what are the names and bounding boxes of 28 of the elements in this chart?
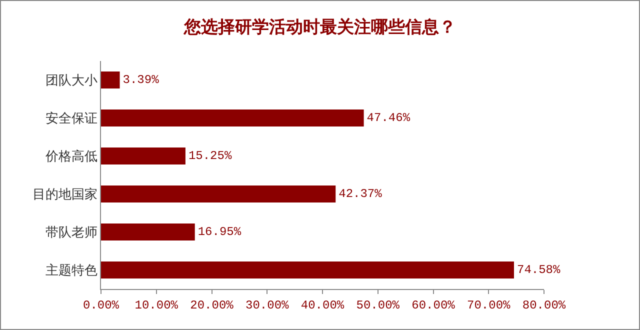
x-tick-label: 80.00%	[522, 298, 566, 312]
data-label: 16.95%	[198, 225, 242, 239]
x-tick-label: 50.00%	[356, 298, 400, 312]
x-tick-label: 40.00%	[300, 298, 345, 312]
x-tick-label: 30.00%	[246, 298, 290, 312]
bar	[101, 223, 195, 241]
y-tick-label: 团队大小	[45, 74, 98, 89]
y-tick-label: 价格高低	[44, 148, 98, 165]
bar	[101, 71, 120, 89]
y-tick-label: 安全保证	[45, 110, 98, 127]
y-tick-label: 带队老师	[45, 226, 98, 241]
y-tick-label: 主题特色	[45, 262, 98, 279]
x-tick-label: 60.00%	[412, 298, 456, 312]
bar	[101, 185, 336, 203]
bar	[101, 261, 514, 279]
x-tick-label: 70.00%	[467, 298, 512, 312]
data-label: 15.25%	[188, 149, 232, 163]
bar	[101, 109, 364, 127]
bar	[101, 147, 186, 165]
chart-title: 您选择研学活动时最关注哪些信息？	[183, 18, 456, 38]
data-label: 47.46%	[366, 111, 411, 125]
x-tick-label: 0.00%	[82, 298, 120, 312]
data-label: 74.58%	[516, 263, 561, 277]
data-label: 42.37%	[338, 187, 383, 201]
y-tick-label: 目的地国家	[32, 186, 98, 203]
x-tick-label: 20.00%	[190, 298, 234, 312]
x-tick-label: 10.00%	[134, 298, 179, 312]
data-label: 3.39%	[122, 73, 160, 87]
